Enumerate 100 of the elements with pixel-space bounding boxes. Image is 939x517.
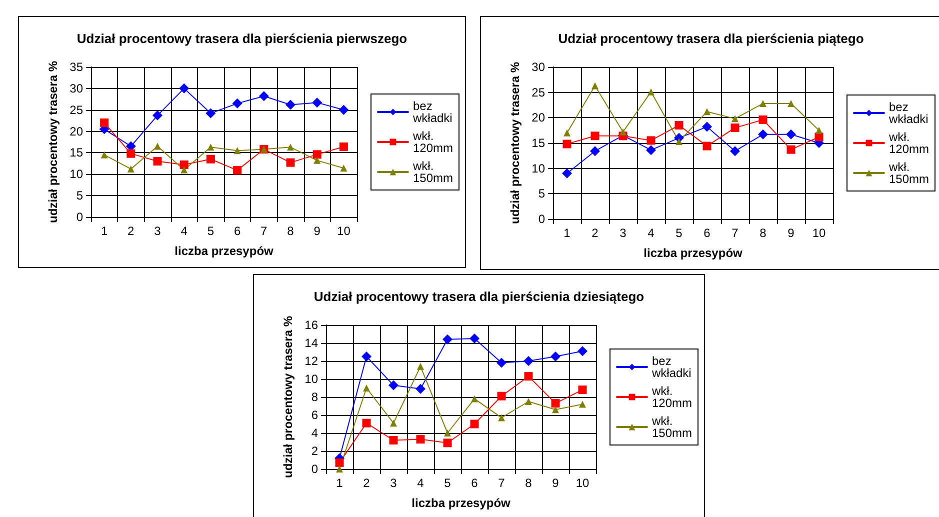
point [788,100,794,107]
chart-title: Udział procentowy trasera dla pierścienia piątego [558,31,864,46]
point [497,392,506,400]
point [564,129,570,136]
y-tick-label: 15 [532,136,546,150]
x-tick-label: 1 [564,226,571,240]
point [258,91,269,102]
point [590,146,600,156]
point [646,136,656,145]
point [153,157,162,166]
x-tick-label: 6 [471,476,478,490]
point [592,82,598,90]
point [338,104,349,115]
x-tick-label: 9 [788,226,795,240]
point [646,145,656,156]
x-axis-title: liczba przesypów [412,496,512,510]
y-tick-label: 5 [538,186,546,201]
point [152,110,162,120]
point [417,362,424,370]
y-tick-label: 10 [304,372,318,386]
point [470,334,480,344]
point [498,414,505,422]
point [287,144,294,151]
y-axis-title: udział procentowy trasera % [46,60,60,224]
point [100,151,108,158]
point [180,160,188,169]
point [758,115,768,124]
y-tick-label: 30 [70,81,84,96]
point [676,138,682,145]
legend-label: bez wkładki [412,99,452,125]
y-tick-label: 25 [532,85,546,100]
point [314,156,321,164]
point [732,115,738,122]
y-tick-label: 14 [304,336,318,350]
legend-label: wkł. 150mm [650,414,692,440]
y-tick-label: 4 [311,426,318,440]
y-axis-title: udział procentowy trasera % [508,62,522,224]
point [286,158,295,167]
point [233,166,242,175]
point [339,142,348,151]
x-tick-label: 5 [676,226,683,240]
x-tick-label: 3 [390,476,398,490]
point [390,420,397,427]
point [524,372,533,381]
point [416,435,425,444]
y-tick-label: 6 [311,408,318,422]
point [206,108,216,118]
point [562,168,572,178]
y-tick-label: 0 [538,212,546,226]
point [702,122,712,132]
point [550,352,560,362]
point [312,150,322,159]
legend-label: bez wkładki [888,100,928,126]
y-tick-label: 16 [304,318,318,332]
point [389,436,398,444]
legend-label: wkł. 120mm [888,130,930,156]
legend-label: wkł. 120mm [412,129,454,155]
point [552,406,559,414]
x-tick-label: 7 [732,226,739,240]
x-tick-label: 4 [180,224,188,238]
point [730,124,740,132]
y-tick-label: 2 [311,444,318,458]
point [579,400,586,408]
x-tick-label: 2 [363,476,370,490]
x-tick-label: 10 [812,226,826,240]
point [362,418,371,428]
point [207,144,214,151]
point [340,164,348,172]
point [786,145,796,154]
point [416,384,426,394]
point [674,121,684,130]
point [127,166,134,172]
x-tick-label: 1 [100,224,108,238]
legend-label: wkł. 120mm [650,384,692,410]
point [126,149,136,158]
point [496,358,506,368]
x-tick-label: 3 [154,224,162,238]
point [730,146,740,156]
y-tick-label: 0 [311,462,318,476]
point [442,334,452,344]
y-tick-label: 10 [532,161,546,176]
point [758,129,768,140]
point [336,466,343,472]
point [443,438,452,448]
point [578,346,588,356]
point [234,147,241,154]
chart-title: Udział procentowy trasera dla pierścienia dziesiątego [314,289,644,304]
x-tick-label: 4 [417,476,424,490]
x-axis-title: liczba przesypów [174,244,274,258]
x-tick-label: 2 [128,224,135,238]
point [551,399,560,408]
point [312,98,322,108]
point [179,83,190,94]
x-tick-label: 8 [287,224,294,238]
y-tick-label: 20 [70,124,84,138]
y-tick-label: 10 [70,167,84,182]
x-axis-title: liczba przesypów [644,246,744,260]
point [362,352,372,362]
x-tick-label: 10 [576,476,590,490]
point [620,128,626,136]
